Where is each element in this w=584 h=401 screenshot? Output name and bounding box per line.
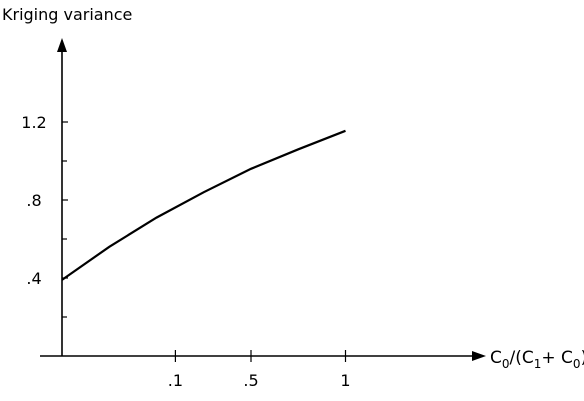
x-tick-label: 1 bbox=[340, 371, 350, 390]
y-axis-title: Kriging variance bbox=[2, 5, 132, 24]
y-tick-label: .4 bbox=[26, 269, 41, 288]
y-tick-label: .8 bbox=[26, 191, 41, 210]
x-tick-label: .1 bbox=[168, 371, 183, 390]
x-tick-label: .5 bbox=[243, 371, 258, 390]
x-axis-title: C0/(C1+ C0) bbox=[490, 348, 584, 371]
kriging-variance-line bbox=[61, 129, 346, 281]
y-axis-arrow bbox=[57, 38, 67, 52]
tick-group: .1 .5 1 .4 .8 1.2 bbox=[21, 113, 350, 390]
x-axis-arrow bbox=[472, 351, 486, 361]
y-tick-label: 1.2 bbox=[21, 113, 46, 132]
